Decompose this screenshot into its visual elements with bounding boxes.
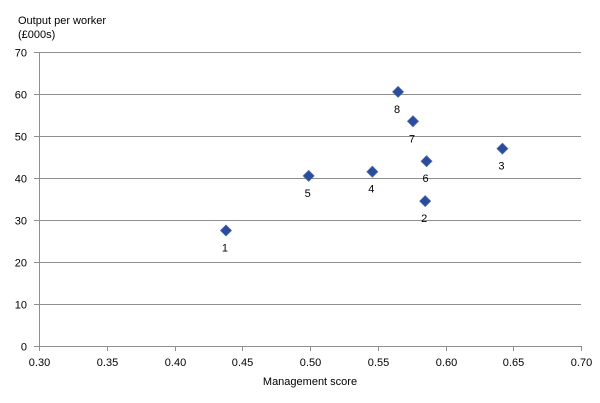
- point-label-5: 5: [305, 188, 311, 200]
- y-tick-label: 20: [15, 258, 27, 270]
- x-tick-label: 0.50: [300, 357, 321, 369]
- x-tick-label: 0.30: [29, 357, 50, 369]
- y-tick-label: 0: [21, 342, 27, 354]
- x-tick-label: 0.35: [97, 357, 118, 369]
- scatter-point-5: [302, 169, 315, 182]
- x-tick-label: 0.55: [368, 357, 389, 369]
- scatter-point-8: [392, 85, 405, 98]
- y-tick-label: 60: [15, 90, 27, 102]
- tick-marks-and-labels: 0 10 20 30 40 50 60 70 0.30 0.35 0.40 0.45 0.50 0.55 0…: [15, 48, 592, 370]
- point-label-6: 6: [422, 173, 428, 185]
- scatter-point-6: [420, 155, 433, 168]
- point-label-8: 8: [394, 104, 400, 116]
- y-tick-label: 50: [15, 132, 27, 144]
- x-tick-label: 0.70: [571, 357, 592, 369]
- scatter-point-2: [419, 195, 432, 208]
- scatter-point-4: [366, 165, 379, 178]
- y-axis-title-line2: (£000s): [18, 29, 55, 41]
- scatter-point-1: [219, 224, 233, 237]
- y-tick-label: 40: [15, 174, 27, 186]
- y-tick-label: 70: [15, 48, 27, 60]
- x-axis-title: Management score: [263, 376, 357, 388]
- y-tick-label: 30: [15, 216, 27, 228]
- point-label-7: 7: [409, 133, 415, 145]
- data-points: 1 2 3 4 5 6 7 8: [219, 85, 509, 255]
- x-tick-label: 0.45: [232, 357, 253, 369]
- x-tick-label: 0.60: [436, 357, 457, 369]
- y-axis-title-line1: Output per worker: [18, 15, 106, 27]
- scatter-point-7: [406, 115, 420, 128]
- y-tick-label: 10: [15, 300, 27, 312]
- scatter-point-3: [496, 142, 509, 155]
- x-tick-label: 0.40: [165, 357, 186, 369]
- x-tick-label: 0.65: [503, 357, 524, 369]
- point-label-3: 3: [498, 161, 504, 173]
- point-label-1: 1: [222, 243, 228, 255]
- point-label-4: 4: [368, 184, 374, 196]
- point-label-2: 2: [421, 213, 427, 225]
